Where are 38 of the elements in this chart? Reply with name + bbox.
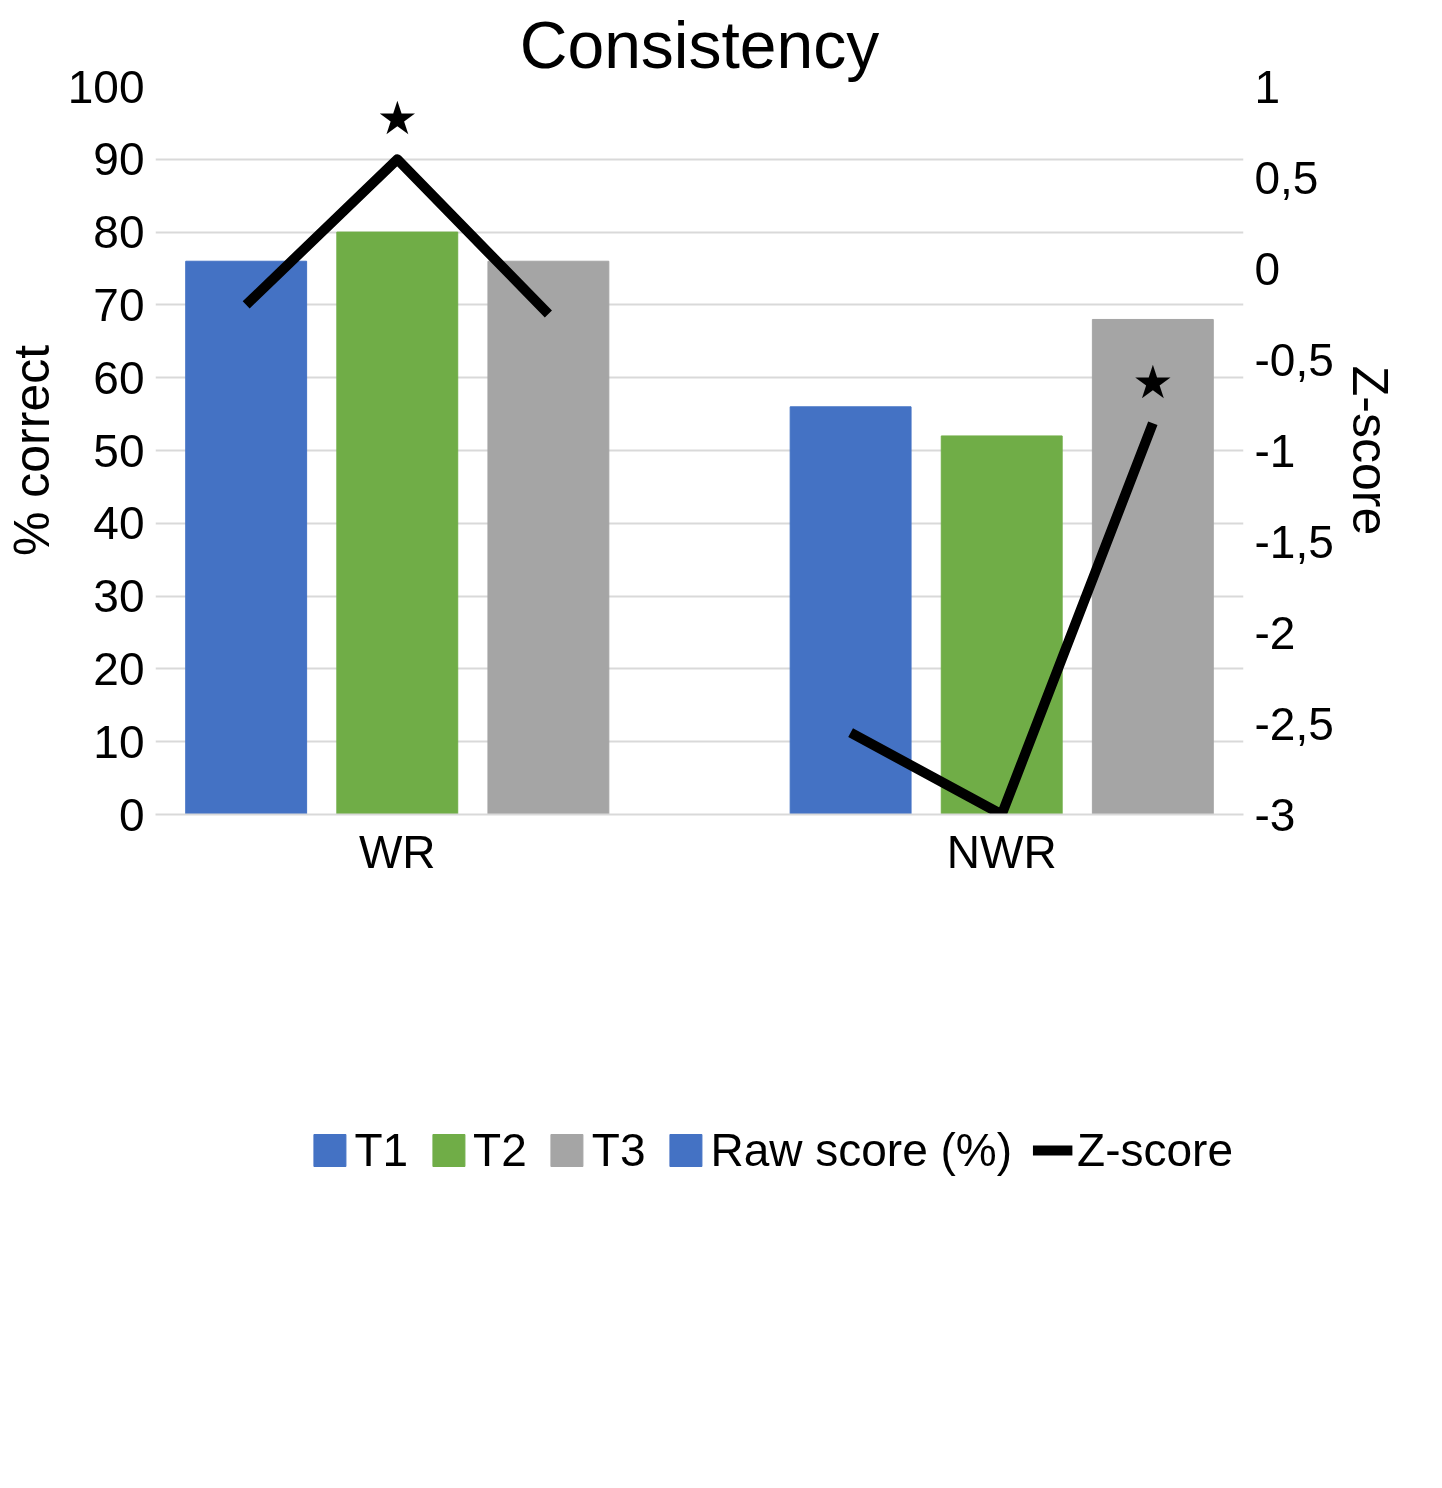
annotation: ★ xyxy=(376,91,418,146)
y-tick-label: 70 xyxy=(93,278,145,331)
y-tick-label: 80 xyxy=(93,206,145,259)
y-tick-label: 90 xyxy=(93,133,145,186)
legend-label: Z-score xyxy=(1077,1123,1233,1177)
y-tick-label: 60 xyxy=(93,351,145,404)
y-tick-label: 100 xyxy=(67,60,145,113)
y-tick-label: 0 xyxy=(118,788,145,841)
x-tick-label: WR xyxy=(358,825,436,878)
y2-tick-label: 0 xyxy=(1254,242,1281,295)
x-tick-label: NWR xyxy=(946,825,1057,878)
bar xyxy=(789,406,912,815)
bar xyxy=(185,260,308,815)
y2-tick-label: 1 xyxy=(1254,60,1281,113)
chart-title: Consistency xyxy=(519,7,880,82)
y-tick-label: 10 xyxy=(93,715,145,768)
annotation: ★ xyxy=(1132,355,1174,410)
y-tick-label: 30 xyxy=(93,570,145,623)
legend-label: T3 xyxy=(591,1123,646,1177)
y2-tick-label: -1 xyxy=(1254,424,1296,477)
legend-label: T2 xyxy=(473,1123,527,1177)
bar xyxy=(940,435,1063,815)
bar xyxy=(487,260,610,815)
y2-tick-label: -2 xyxy=(1254,606,1296,659)
y-axis-title: % correct xyxy=(3,344,60,557)
bar xyxy=(336,231,459,815)
y-tick-label: 40 xyxy=(93,497,145,550)
bar xyxy=(1091,318,1214,815)
y2-tick-label: 0,5 xyxy=(1254,151,1319,204)
y2-tick-label: -2,5 xyxy=(1254,697,1334,750)
legend-label: Raw score (%) xyxy=(710,1123,1013,1177)
y2-axis-title: Z-score xyxy=(1341,365,1398,536)
y-tick-label: 20 xyxy=(93,642,145,695)
y-tick-label: 50 xyxy=(93,424,145,477)
y2-tick-label: -3 xyxy=(1254,788,1296,841)
legend-label: T1 xyxy=(354,1123,409,1177)
y2-tick-label: -0,5 xyxy=(1254,333,1334,386)
y2-tick-label: -1,5 xyxy=(1254,515,1334,568)
